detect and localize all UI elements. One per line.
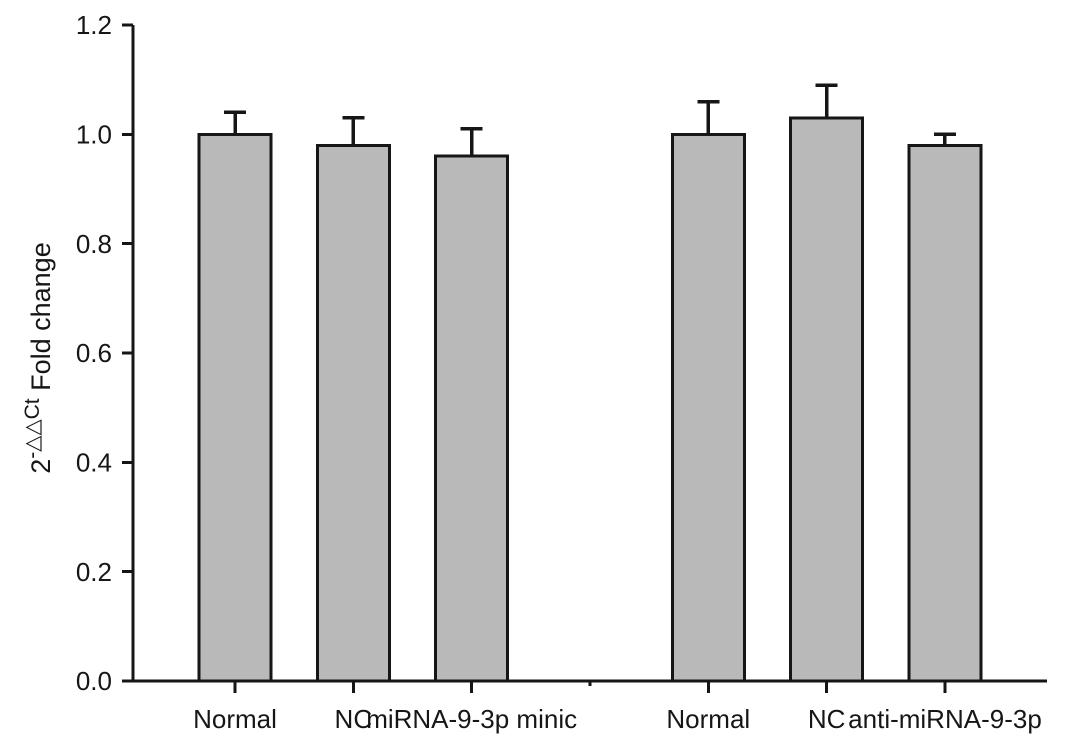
bar: [670, 132, 746, 683]
y-tick-label: 0.4: [76, 447, 112, 477]
x-category-label: NC: [808, 704, 846, 734]
y-tick-label: 0.0: [76, 666, 112, 696]
y-tick-label: 0.6: [76, 338, 112, 368]
x-category-label: miRNA-9-3p minic: [366, 704, 577, 734]
y-tick-label: 0.8: [76, 229, 112, 259]
bar: [197, 132, 273, 683]
bar: [789, 116, 865, 683]
y-tick-label: 0.2: [76, 557, 112, 587]
x-category-label: anti-miRNA-9-3p: [848, 704, 1042, 734]
y-tick-label: 1.2: [76, 10, 112, 40]
bar: [907, 143, 983, 683]
y-tick-label: 1.0: [76, 119, 112, 149]
bar: [315, 143, 391, 683]
x-category-label: Normal: [666, 704, 750, 734]
x-category-label: Normal: [193, 704, 277, 734]
bar: [434, 154, 510, 683]
y-axis-title: 2-△△Ct Fold change: [21, 242, 56, 473]
x-category-label: NC: [335, 704, 373, 734]
